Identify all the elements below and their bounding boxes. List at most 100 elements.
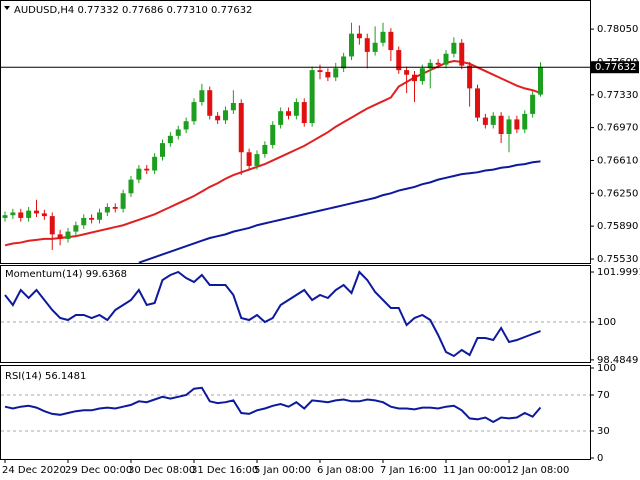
x-tick-label: 5 Jan 00:00 [254, 465, 311, 476]
candle-body [380, 31, 386, 43]
candle-body [341, 56, 347, 69]
candle-body [57, 234, 63, 239]
candle-body [498, 115, 504, 135]
candle-body [293, 102, 299, 116]
candle-body [2, 215, 8, 218]
candle-body [81, 217, 87, 226]
y-tick-label: 0.75890 [597, 221, 638, 232]
candle-body [183, 121, 189, 130]
candle-body [112, 206, 118, 209]
candle-body [215, 115, 221, 121]
y-tick-label: 0.76970 [597, 123, 638, 134]
candle-body [506, 119, 512, 135]
candle-body [356, 33, 362, 39]
candle-body [49, 216, 55, 235]
candle-body [396, 50, 402, 71]
candle-body [254, 154, 260, 166]
candle-body [223, 110, 228, 121]
moving-average [138, 160, 541, 264]
candle-body [514, 119, 520, 130]
y-tick-label: 0.78050 [597, 24, 638, 35]
candle-body [522, 113, 528, 130]
candle-body [97, 212, 102, 220]
indicator-line [4, 270, 541, 358]
candle-body [104, 206, 110, 213]
candle-body [459, 42, 465, 66]
indicator-line [4, 386, 542, 424]
current-price-box [591, 61, 639, 74]
candle-body [18, 212, 24, 218]
x-tick-label: 31 Dec 16:00 [191, 465, 258, 476]
x-tick-label: 29 Dec 00:00 [65, 465, 132, 476]
candle-body [538, 67, 543, 95]
y-tick-label: 100 [597, 363, 616, 374]
candle-body [238, 102, 244, 153]
candle-body [364, 38, 370, 52]
candle-body [191, 102, 197, 122]
candle-body [301, 102, 307, 124]
candle-body [427, 62, 433, 69]
candle-body [475, 88, 480, 118]
candle-body [443, 53, 449, 65]
candle-body [349, 33, 354, 57]
candle-body [128, 179, 134, 194]
candle-body [278, 111, 284, 125]
y-tick-label: 100 [597, 317, 616, 328]
candle-body [136, 168, 142, 180]
candle-body [333, 68, 339, 78]
candle-body [435, 62, 441, 65]
y-tick-label: 0.76250 [597, 188, 638, 199]
candle-body [490, 115, 496, 125]
y-tick-label: 98.4849 [597, 355, 638, 366]
rsi-panel [0, 365, 591, 460]
candle-body [419, 68, 425, 82]
y-tick-label: 0 [597, 453, 603, 464]
candle-body [26, 210, 32, 218]
y-tick-label: 0.76610 [597, 155, 638, 166]
momentum-panel [0, 265, 591, 363]
candle-body [412, 74, 417, 82]
candle-body [73, 225, 79, 232]
x-tick-label: 7 Jan 16:00 [380, 465, 437, 476]
candle-body [10, 212, 16, 216]
candle-body [175, 129, 181, 136]
panel-title: Momentum(14) 99.6368 [5, 269, 127, 280]
y-tick-label: 70 [597, 390, 610, 401]
panel-title: AUDUSD,H4 0.77332 0.77686 0.77310 0.7763… [14, 5, 252, 16]
panel-title: RSI(14) 56.1481 [5, 371, 86, 382]
candle-body [372, 42, 378, 52]
candle-body [530, 94, 536, 114]
candle-body [207, 90, 213, 116]
candle-body [325, 71, 331, 78]
y-tick-label: 0.75530 [597, 254, 638, 265]
x-tick-label: 11 Jan 00:00 [443, 465, 506, 476]
candle-body [482, 117, 488, 125]
candle-body [120, 193, 126, 209]
candle-body [404, 70, 410, 75]
candle-body [160, 143, 165, 157]
x-tick-label: 6 Jan 08:00 [317, 465, 374, 476]
candle-body [152, 156, 158, 171]
candle-body [199, 90, 205, 103]
candle-body [317, 70, 323, 72]
menu-arrow [4, 6, 10, 10]
candle-body [309, 70, 315, 124]
candle-body [467, 65, 473, 89]
x-tick-label: 30 Dec 08:00 [128, 465, 195, 476]
candle-body [451, 42, 457, 54]
candle-body [388, 31, 394, 51]
candle-body [167, 135, 173, 144]
candle-body [34, 210, 39, 214]
y-tick-label: 30 [597, 426, 610, 437]
x-tick-label: 12 Jan 08:00 [506, 465, 569, 476]
moving-average [4, 60, 541, 247]
y-tick-label: 101.9991 [597, 267, 640, 278]
candle-body [41, 213, 47, 217]
candle-body [65, 231, 71, 239]
candle-body [246, 152, 252, 166]
price-panel [0, 0, 591, 264]
candle-body [270, 124, 276, 145]
y-tick-label: 0.77330 [597, 90, 638, 101]
